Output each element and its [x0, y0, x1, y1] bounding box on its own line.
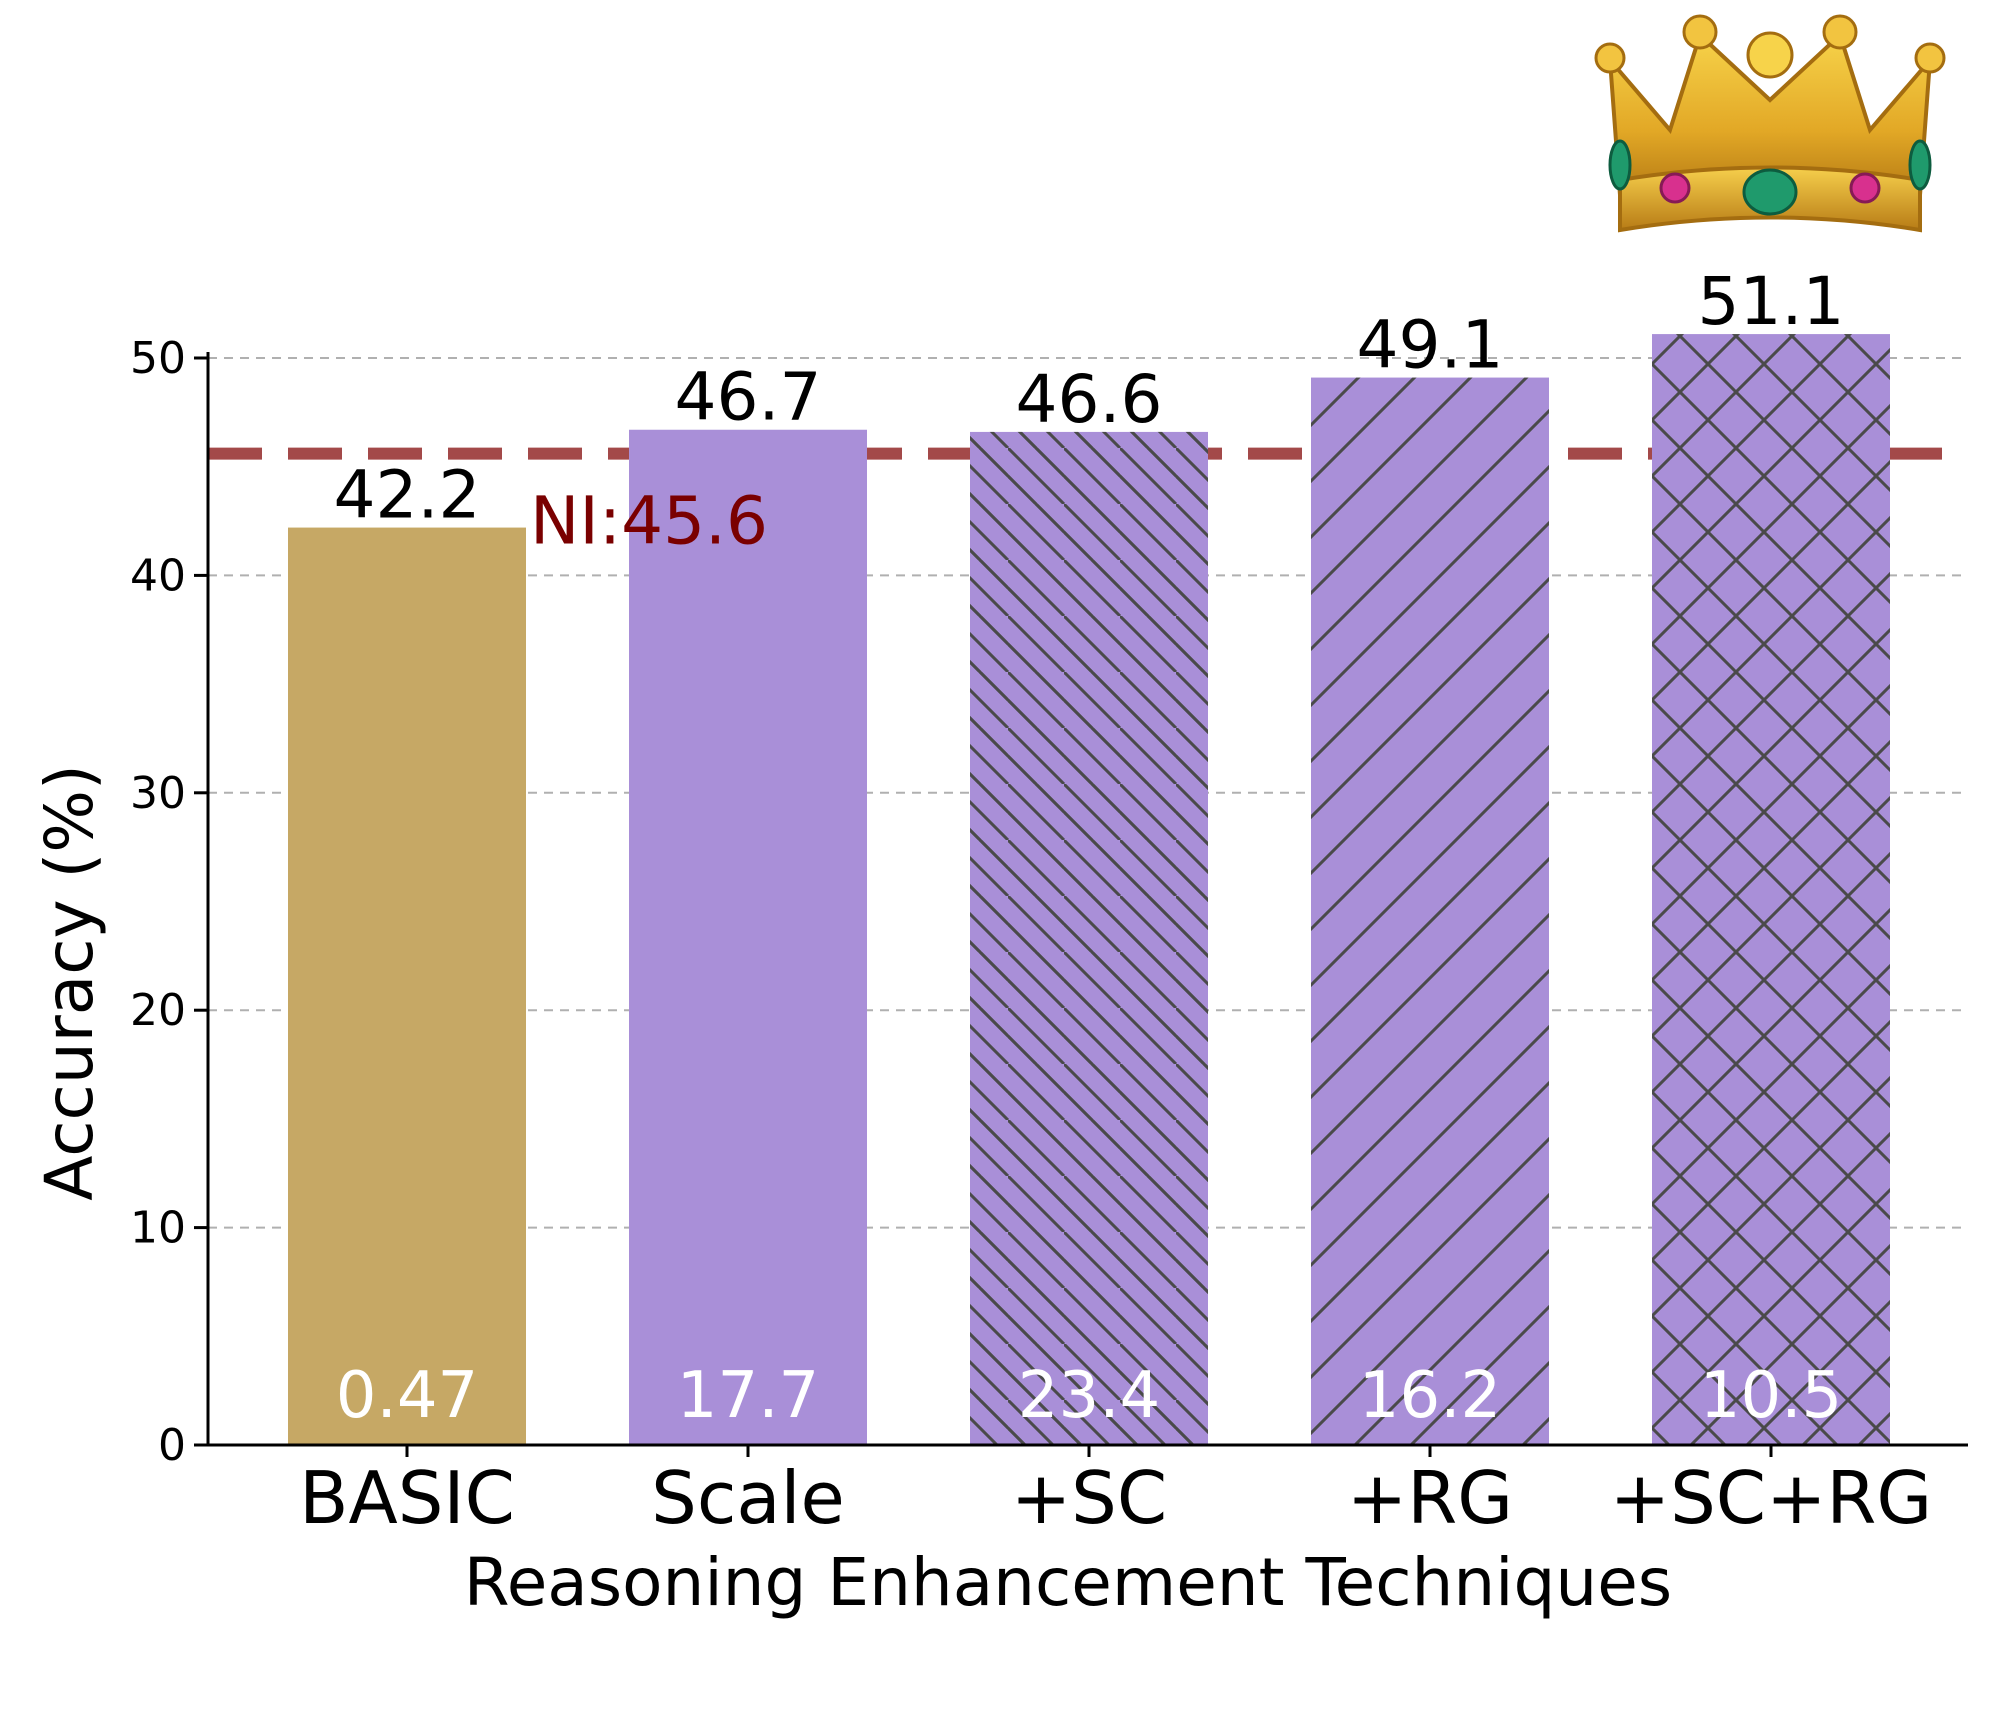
bar-basic — [288, 527, 526, 1445]
y-tick-label: 0 — [158, 1420, 186, 1471]
y-axis-title: Accuracy (%) — [31, 764, 108, 1201]
reference-line-label: NI:45.6 — [530, 483, 768, 560]
x-tick-label: BASIC — [299, 1456, 515, 1540]
labels: 42.2 0.47 46.7 17.7 46.6 23.4 49.1 16.2 51.1 10.5… — [334, 263, 1845, 1433]
x-tick-label: +SC — [1011, 1456, 1167, 1540]
x-tick-label: Scale — [651, 1456, 845, 1540]
inner-label: 23.4 — [1018, 1359, 1161, 1433]
y-tick-label: 40 — [130, 550, 186, 601]
crown-icon — [1594, 14, 1946, 233]
y-tick-label: 10 — [130, 1203, 186, 1254]
y-tick-label: 30 — [130, 768, 186, 819]
x-axis-title: Reasoning Enhancement Techniques — [464, 1544, 1672, 1621]
value-label: 46.7 — [675, 359, 822, 436]
y-tick-label: 50 — [130, 333, 186, 384]
y-tick-label: 20 — [130, 985, 186, 1036]
inner-label: 17.7 — [677, 1359, 820, 1433]
x-tick-label: +SC+RG — [1610, 1456, 1932, 1540]
value-label: 51.1 — [1698, 263, 1845, 340]
value-label: 46.6 — [1016, 361, 1163, 438]
x-tick-label: +RG — [1347, 1456, 1513, 1540]
bar-hatch — [1652, 334, 1890, 1446]
value-label: 49.1 — [1357, 307, 1504, 384]
bar-hatch — [1311, 377, 1549, 1445]
bar-scale — [629, 429, 867, 1445]
inner-label: 16.2 — [1359, 1359, 1502, 1433]
inner-label: 10.5 — [1700, 1359, 1843, 1433]
inner-label: 0.47 — [336, 1359, 479, 1433]
bar-hatch — [970, 431, 1208, 1445]
bars — [288, 334, 1890, 1446]
value-label: 42.2 — [334, 457, 481, 534]
